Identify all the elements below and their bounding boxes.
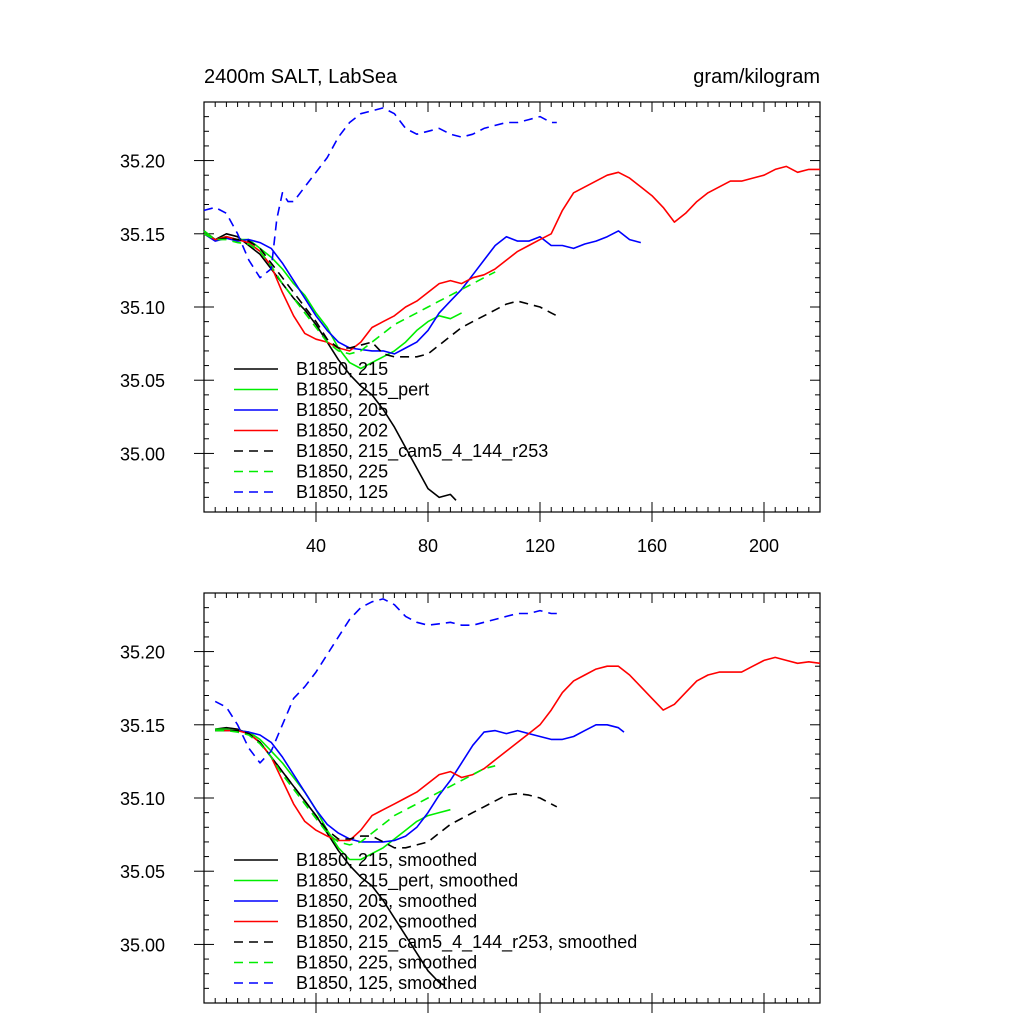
x-tick-label: 80 [418, 536, 438, 556]
series-line [203, 230, 642, 355]
legend-label: B1850, 202, smoothed [296, 912, 477, 932]
y-tick-label: 35.10 [120, 789, 165, 809]
legend-label: B1850, 202 [296, 421, 388, 441]
series-line [203, 230, 457, 501]
legend-label: B1850, 125, smoothed [296, 973, 477, 993]
series-line [203, 233, 496, 355]
x-tick-label: 40 [306, 536, 326, 556]
x-tick-label: 120 [525, 536, 555, 556]
x-tick-label: 160 [637, 536, 667, 556]
legend-label: B1850, 205, smoothed [296, 891, 477, 911]
series-line [215, 656, 821, 842]
legend-label: B1850, 215_pert [296, 380, 429, 401]
series-line [215, 729, 558, 849]
y-tick-label: 35.05 [120, 371, 165, 391]
legend-label: B1850, 215_cam5_4_144_r253 [296, 441, 548, 462]
legend-label: B1850, 215_cam5_4_144_r253, smoothed [296, 932, 637, 953]
legend-label: B1850, 205 [296, 400, 388, 420]
y-tick-label: 35.10 [120, 298, 165, 318]
series-line [215, 728, 451, 861]
series-line [203, 233, 558, 358]
top-panel: 35.00 35.05 35.10 35.15 35.20 40 80 120 160 200 B1… [120, 101, 821, 556]
chart-title: 2400m SALT, LabSea [204, 66, 398, 88]
legend-label: B1850, 225 [296, 462, 388, 482]
y-tick-label: 35.15 [120, 225, 165, 245]
series-line [203, 230, 462, 370]
y-tick-label: 35.20 [120, 643, 165, 663]
y-tick-label: 35.15 [120, 716, 165, 736]
y-tick-label: 35.00 [120, 444, 165, 464]
legend-label: B1850, 215 [296, 359, 388, 379]
legend-label: B1850, 215, smoothed [296, 850, 477, 870]
series-line [215, 723, 625, 843]
bottom-panel: 35.00 35.05 35.10 35.15 35.20 B1850, 215, smo… [120, 592, 821, 1013]
series-line [215, 729, 496, 846]
series-line [203, 107, 557, 279]
y-tick-label: 35.20 [120, 152, 165, 172]
y-tick-label: 35.00 [120, 935, 165, 955]
units-label: gram/kilogram [693, 66, 820, 88]
legend-label: B1850, 225, smoothed [296, 953, 477, 973]
legend-label: B1850, 125 [296, 482, 388, 502]
x-tick-label: 200 [749, 536, 779, 556]
series-line [214, 598, 557, 764]
legend-label: B1850, 215_pert, smoothed [296, 871, 518, 892]
series-line [203, 165, 820, 352]
y-tick-label: 35.05 [120, 862, 165, 882]
